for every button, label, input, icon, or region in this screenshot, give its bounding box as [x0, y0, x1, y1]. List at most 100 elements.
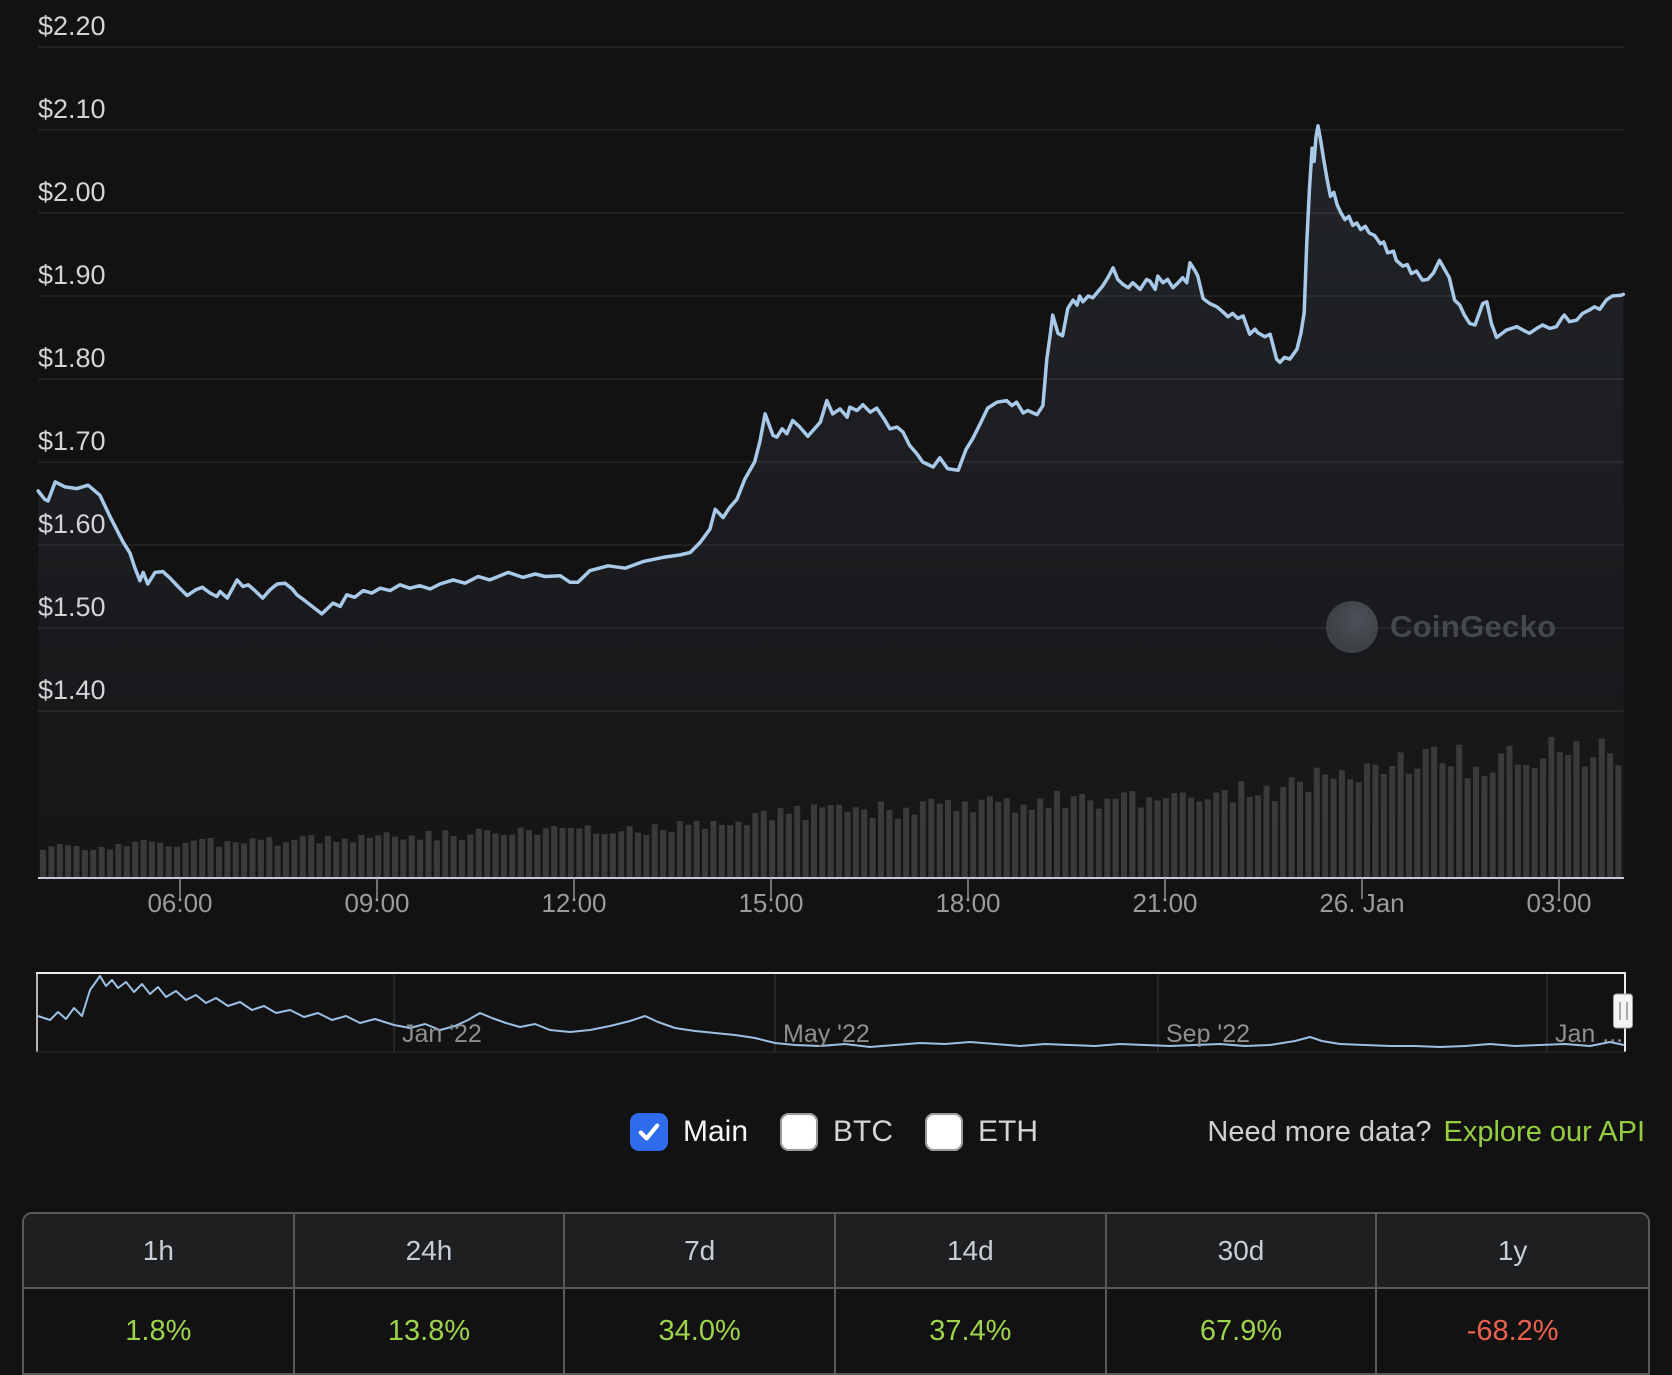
volume-bar: [1464, 778, 1471, 877]
volume-bar: [1121, 792, 1127, 877]
volume-bar: [1280, 787, 1287, 877]
volume-bar: [425, 830, 432, 877]
volume-bar: [970, 812, 977, 877]
volume-bar: [1104, 798, 1111, 877]
navigator-axis-label: May '22: [783, 1020, 870, 1048]
volume-bar: [1171, 793, 1178, 877]
y-axis-label: $1.80: [38, 343, 106, 373]
explore-api-link[interactable]: Explore our API: [1443, 1115, 1646, 1148]
x-axis-label: 12:00: [541, 888, 606, 918]
volume-bar: [785, 813, 792, 877]
volume-bar: [132, 841, 139, 877]
price-line: [36, 124, 1626, 616]
volume-bar: [819, 807, 826, 877]
volume-bar: [1188, 797, 1195, 877]
volume-bar: [1137, 807, 1144, 877]
toggle-label: Main: [683, 1115, 749, 1148]
volume-bar: [794, 805, 801, 877]
volume-bar: [383, 832, 390, 877]
volume-bar: [635, 832, 641, 877]
volume-bar: [978, 799, 985, 877]
volume-bar: [643, 835, 650, 877]
volume-bar: [1322, 774, 1329, 877]
volume-bar: [299, 836, 306, 877]
volume-bar: [961, 801, 968, 877]
volume-bar: [216, 846, 222, 877]
toggle-main[interactable]: Main: [630, 1113, 748, 1151]
volume-bar: [1364, 763, 1370, 877]
volume-bar: [1230, 802, 1236, 877]
volume-bar: [358, 834, 365, 877]
volume-bar: [190, 840, 197, 877]
volume-bar: [509, 834, 516, 877]
checkbox-checked-icon[interactable]: [630, 1113, 668, 1151]
volume-bar: [249, 838, 256, 877]
volume-bar: [986, 796, 993, 877]
volume-bar: [886, 809, 893, 877]
volume-bar: [517, 827, 524, 877]
volume-bar: [241, 843, 248, 877]
volume-bar: [207, 837, 214, 877]
volume-bar: [894, 818, 901, 877]
perf-header-cell: 7d: [565, 1214, 836, 1287]
navigator-handle[interactable]: [1613, 993, 1633, 1029]
volume-bar: [593, 833, 600, 877]
toggle-eth[interactable]: ETH: [925, 1113, 1038, 1151]
volume-bar: [811, 804, 817, 877]
volume-bar: [165, 846, 172, 877]
checkbox-unchecked-icon[interactable]: [925, 1113, 964, 1151]
volume-bar: [65, 845, 72, 877]
volume-bar: [1573, 741, 1580, 877]
navigator[interactable]: Jan '22 May '22 Sep '22 Jan ...: [36, 972, 1633, 1053]
volume-bar: [1087, 800, 1094, 877]
volume-bar: [1565, 755, 1572, 877]
volume-bar: [1607, 753, 1614, 877]
volume-bar: [1204, 799, 1211, 877]
y-axis-label: $2.00: [38, 177, 106, 207]
navigator-handle-grip[interactable]: [1613, 993, 1633, 1029]
navigator-axis-label: Sep '22: [1166, 1020, 1250, 1048]
volume-bar: [727, 825, 734, 877]
volume-bar: [685, 824, 692, 877]
x-axis-label: 26. Jan: [1319, 888, 1404, 918]
volume-bar: [1389, 765, 1396, 877]
toggle-btc[interactable]: BTC: [780, 1113, 893, 1151]
volume-bar: [618, 831, 625, 877]
volume-bar: [1397, 752, 1404, 877]
x-axis-label: 03:00: [1526, 888, 1591, 918]
volume-bar: [1581, 766, 1588, 877]
volume-bar: [601, 834, 608, 877]
volume-bar: [333, 841, 340, 877]
volume-bar: [1405, 773, 1412, 877]
volume-bar: [1481, 776, 1488, 877]
perf-value-cell: -68.2%: [1466, 1314, 1559, 1347]
volume-bar: [1514, 764, 1521, 877]
navigator-axis-label: Jan '22: [402, 1020, 482, 1048]
perf-value-cell: 34.0%: [565, 1289, 836, 1373]
series-toggle-group: Main BTC ETH: [630, 1113, 1038, 1151]
volume-bar: [1556, 752, 1563, 877]
volume-bar: [609, 833, 616, 877]
controls-row: Main BTC ETH Need more data? Explore our A…: [630, 1110, 1645, 1154]
volume-bar: [1456, 744, 1463, 877]
volume-bar: [1431, 746, 1438, 877]
volume-bar: [584, 825, 591, 877]
perf-value-cell: 13.8%: [295, 1289, 566, 1373]
volume-bar: [844, 811, 851, 877]
y-axis-label: $2.10: [38, 94, 106, 124]
volume-bar: [98, 846, 105, 877]
volume-bar: [1540, 758, 1546, 877]
volume-bar: [1095, 808, 1102, 877]
volume-bar: [199, 838, 206, 877]
price-chart[interactable]: $2.20$2.10$2.00$1.90$1.80$1.70$1.60$1.50…: [0, 0, 1672, 1080]
volume-bar: [1615, 765, 1622, 877]
volume-bar: [668, 831, 675, 877]
volume-bar: [1238, 781, 1245, 877]
volume-bar: [1196, 801, 1203, 877]
volume-bar: [559, 828, 566, 877]
volume-bar: [81, 850, 88, 877]
volume-bar: [827, 805, 834, 877]
checkbox-unchecked-icon[interactable]: [780, 1113, 819, 1151]
volume-bar: [274, 845, 281, 877]
volume-bar: [1305, 791, 1312, 877]
